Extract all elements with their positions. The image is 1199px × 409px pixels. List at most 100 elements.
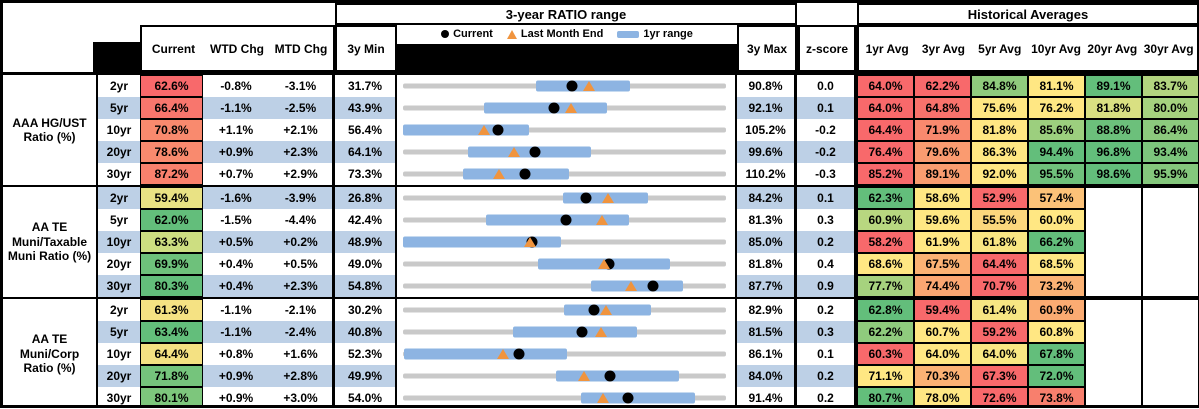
header-band-top: 3-year RATIO range Historical Averages [3, 3, 1199, 25]
wtd-chg-cell: -1.1% [220, 303, 252, 317]
mtd-chg-cell: +2.3% [269, 275, 335, 297]
last-month-end-marker [497, 349, 510, 359]
avg-cell-1yr: 62.3% [857, 187, 914, 209]
historical-averages-title: Historical Averages [857, 3, 1199, 25]
avg-cell-5yr: 70.7% [971, 275, 1028, 297]
tenor-cell: 5yr [109, 213, 129, 227]
zscore-cell: 0.9 [797, 275, 857, 297]
current-column-header: Current [151, 41, 196, 56]
current-cell: 80.1% [140, 387, 203, 405]
current-cell: 69.9% [140, 253, 203, 275]
avg-cell-1yr: 68.6% [857, 253, 914, 275]
avg-cell-5yr: 81.8% [971, 119, 1028, 141]
avg-cell-10yr: 81.1% [1028, 75, 1085, 97]
avg-cell-10yr: 66.2% [1028, 231, 1085, 253]
table-row: 10yr 70.8% +1.1% +2.1% 56.4% 105.2% -0.2 64.4% 7… [98, 119, 1199, 141]
wtd-chg-cell: -0.8% [220, 79, 252, 93]
range-plot [403, 275, 726, 297]
zscore-cell: -0.2 [797, 141, 857, 163]
zscore-column-header: z-score [797, 25, 857, 72]
zscore-cell: 0.1 [797, 343, 857, 365]
mtd-chg-cell: +2.8% [269, 365, 335, 387]
last-month-end-marker [596, 393, 609, 403]
range-plot [403, 209, 726, 231]
3yr-avg-column-header: 3yr Avg [921, 41, 966, 56]
wtd-chg-cell: -1.5% [220, 213, 252, 227]
current-marker [604, 370, 616, 382]
3y-max-cell: 84.2% [737, 187, 797, 209]
avg-cell-5yr: 67.3% [971, 365, 1028, 387]
range-track [403, 283, 726, 289]
group-rows: 2yr 61.3% -1.1% -2.1% 30.2% 82.9% 0.2 62.8% 59.4… [98, 299, 1199, 405]
3y-max-cell: 92.1% [737, 97, 797, 119]
current-cell: 66.4% [140, 97, 203, 119]
range-chart-cell [397, 187, 737, 209]
3y-min-cell: 54.8% [335, 275, 397, 297]
range-plot [403, 299, 726, 321]
3y-max-cell: 82.9% [737, 299, 797, 321]
avg-cell-3yr: 78.0% [914, 387, 971, 405]
3y-min-cell: 52.3% [335, 343, 397, 365]
avg-cell-10yr: 94.4% [1028, 141, 1085, 163]
current-cell: 70.8% [140, 119, 203, 141]
avg-cell-10yr: 57.4% [1028, 187, 1085, 209]
3y-max-cell: 81.5% [737, 321, 797, 343]
avg-cell-5yr: 52.9% [971, 187, 1028, 209]
wtd-chg-cell: +0.4% [218, 257, 254, 271]
tenor-cell: 30yr [106, 167, 132, 181]
empty-avg-cell [1142, 187, 1199, 297]
last-month-end-marker [596, 215, 609, 225]
averages-columns-header: 1yr Avg 3yr Avg 5yr Avg 10yr Avg 20yr Av… [857, 25, 1199, 72]
avg-cell-10yr: 60.8% [1028, 321, 1085, 343]
one-year-range-bar [556, 370, 679, 382]
range-track [403, 239, 726, 245]
last-month-end-marker [582, 81, 595, 91]
range-chart-cell [397, 321, 737, 343]
current-marker [492, 124, 504, 136]
table-row: 5yr 63.4% -1.1% -2.4% 40.8% 81.5% 0.3 62.2% 60.7… [98, 321, 1199, 343]
current-cell: 71.8% [140, 365, 203, 387]
avg-cell-5yr: 59.2% [971, 321, 1028, 343]
avg-cell-30yr: 83.7% [1142, 75, 1199, 97]
1yr-avg-column-header: 1yr Avg [865, 41, 909, 56]
avg-cell-3yr: 64.0% [914, 343, 971, 365]
table-row: 2yr 59.4% -1.6% -3.9% 26.8% 84.2% 0.1 62.3% 58.6… [98, 187, 1199, 209]
range-bar-icon [617, 30, 640, 38]
range-plot [403, 365, 726, 387]
last-month-end-marker [595, 327, 608, 337]
avg-cell-1yr: 77.7% [857, 275, 914, 297]
current-cell: 87.2% [140, 163, 203, 185]
current-cell: 64.4% [140, 343, 203, 365]
last-month-end-marker [493, 169, 506, 179]
current-marker [548, 102, 560, 114]
avg-cell-5yr: 72.6% [971, 387, 1028, 405]
wtd-chg-column-header: WTD Chg [210, 41, 264, 56]
avg-cell-3yr: 58.6% [914, 187, 971, 209]
current-marker [622, 392, 634, 404]
avg-cell-1yr: 64.0% [857, 75, 914, 97]
range-plot [403, 387, 726, 405]
header-spacer [3, 3, 335, 25]
wtd-chg-cell: +0.9% [203, 365, 269, 387]
tenor-cell: 10yr [98, 231, 140, 253]
hist-title-label: Historical Averages [967, 6, 1089, 22]
avg-cell-10yr: 73.8% [1028, 387, 1085, 405]
chart-legend: Current Last Month End 1yr range [397, 25, 737, 44]
range-chart-cell [397, 119, 737, 141]
avg-cell-5yr: 92.0% [971, 163, 1028, 185]
avg-cell-1yr: 80.7% [857, 387, 914, 405]
range-chart-cell [397, 141, 737, 163]
avg-cell-10yr: 68.5% [1028, 253, 1085, 275]
range-plot [403, 119, 726, 141]
avg-cell-1yr: 71.1% [857, 365, 914, 387]
tenor-cell: 2yr [109, 303, 129, 317]
avg-cell-3yr: 61.9% [914, 231, 971, 253]
one-year-range-bar [403, 348, 568, 360]
tenor-cell: 10yr [106, 123, 132, 137]
current-marker [513, 348, 525, 360]
last-month-end-marker [577, 371, 590, 381]
one-year-range-bar [486, 214, 629, 226]
range-track [403, 127, 726, 133]
avg-cell-20yr: 88.8% [1085, 119, 1142, 141]
last-month-end-marker [508, 147, 520, 157]
